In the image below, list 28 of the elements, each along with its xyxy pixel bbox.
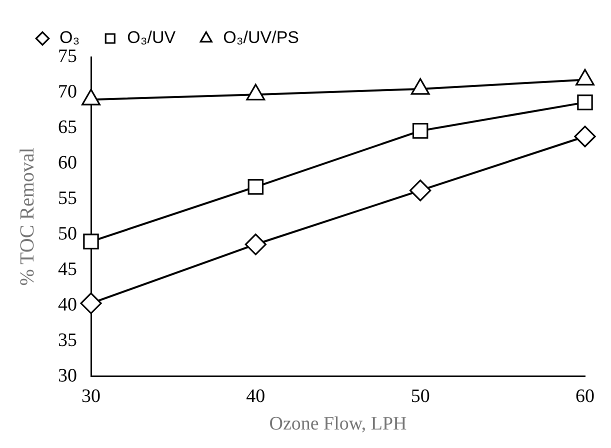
point — [410, 180, 432, 202]
y-tick-label: 45 — [58, 258, 77, 280]
y-tick-label: 30 — [58, 365, 77, 386]
legend-label: O₃ — [60, 28, 80, 48]
point — [410, 78, 430, 95]
y-tick-label: 75 — [58, 46, 77, 67]
x-tick-label: 60 — [576, 386, 594, 407]
y-axis-title: % TOC Removal — [16, 147, 38, 286]
y-tick-label: 65 — [58, 116, 77, 138]
x-tick-label: 50 — [410, 386, 430, 407]
y-tick-label: 35 — [58, 330, 77, 351]
legend-label: O₃/UV — [127, 28, 176, 48]
y-tick-label: 60 — [58, 152, 77, 174]
point — [83, 234, 99, 250]
point — [80, 292, 102, 314]
y-tick-label: 70 — [58, 81, 77, 102]
point — [576, 68, 594, 86]
x-tick-label: 40 — [246, 386, 266, 407]
y-tick-label: 55 — [58, 188, 77, 209]
point — [246, 84, 266, 100]
legend-label: O₃/UV/PS — [223, 28, 300, 48]
x-tick-label: 30 — [82, 386, 100, 407]
point — [244, 234, 266, 256]
x-axis-title: Ozone Flow, LPH — [269, 414, 408, 435]
y-tick-label: 50 — [58, 223, 77, 244]
y-tick-label: 40 — [58, 294, 77, 316]
point — [248, 179, 264, 195]
point — [82, 88, 100, 106]
